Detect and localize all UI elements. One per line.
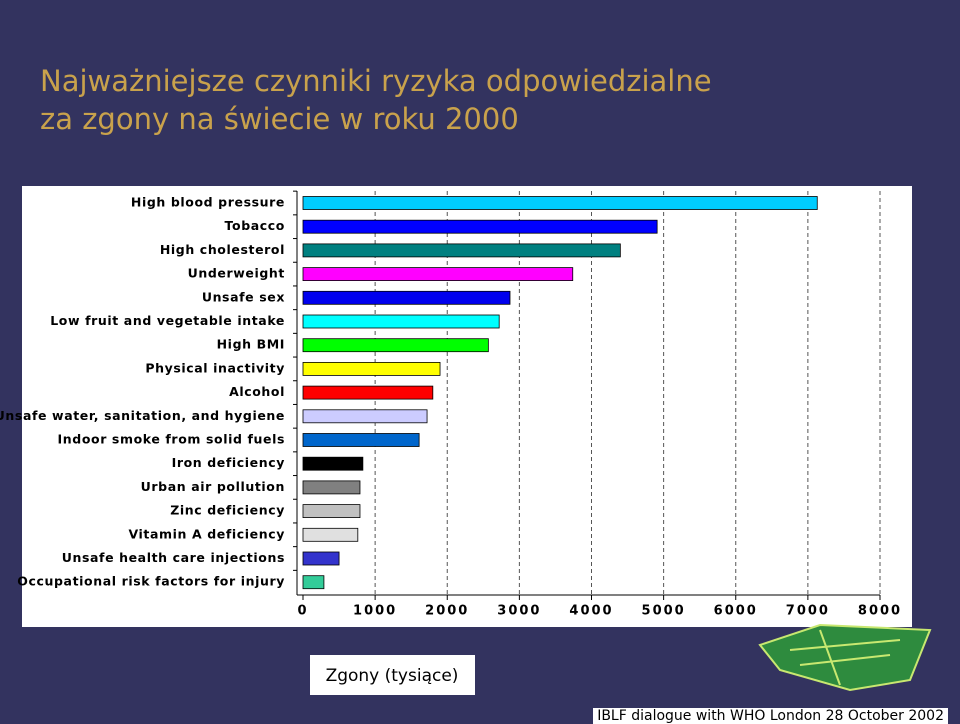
bar	[302, 196, 818, 210]
bar	[302, 361, 441, 376]
x-tick-label: 0	[297, 604, 308, 619]
bar	[302, 219, 658, 234]
bar	[302, 480, 361, 495]
bar	[302, 243, 621, 258]
y-tick-label: Tobacco	[225, 218, 285, 233]
y-tick-label: High blood pressure	[131, 195, 285, 210]
plot-background	[22, 186, 912, 627]
x-tick-label: 4000	[569, 604, 613, 619]
y-tick-label: Urban air pollution	[141, 479, 285, 494]
bar	[302, 551, 340, 566]
y-tick-label: Vitamin A deficiency	[128, 526, 285, 541]
x-tick-label: 8000	[858, 604, 902, 619]
bar	[302, 433, 420, 447]
logo	[758, 623, 932, 692]
y-tick-label: Underweight	[188, 266, 285, 281]
y-tick-label: Zinc deficiency	[170, 503, 285, 518]
y-tick-label: High BMI	[217, 337, 285, 352]
y-tick-label: Iron deficiency	[172, 455, 285, 470]
bar	[302, 409, 428, 424]
y-tick-label: Indoor smoke from solid fuels	[58, 432, 285, 447]
bar	[302, 456, 364, 471]
x-tick-label: 7000	[786, 604, 830, 619]
y-tick-label: Low fruit and vegetable intake	[50, 313, 285, 328]
bar	[302, 267, 574, 282]
bar	[302, 527, 359, 542]
y-tick-label: Alcohol	[229, 384, 285, 399]
y-tick-label: Unsafe sex	[202, 289, 285, 304]
xlabel-box	[310, 655, 475, 695]
bar	[302, 314, 500, 329]
bar	[302, 504, 361, 519]
y-tick-label: Physical inactivity	[145, 360, 285, 375]
bar	[302, 575, 325, 590]
x-tick-label: 2000	[425, 604, 469, 619]
bar	[302, 290, 511, 305]
x-tick-label: 1000	[353, 604, 397, 619]
x-tick-label: 3000	[497, 604, 541, 619]
footer: IBLF dialogue with WHO London 28 October…	[593, 708, 948, 724]
slide-title: Najważniejsze czynniki ryzyka odpowiedzi…	[40, 64, 712, 136]
x-tick-label: 6000	[714, 604, 758, 619]
x-tick-label: 5000	[642, 604, 686, 619]
y-tick-label: Unsafe water, sanitation, and hygiene	[0, 408, 285, 423]
y-tick-label: High cholesterol	[160, 242, 285, 257]
y-tick-label: Unsafe health care injections	[62, 550, 285, 565]
bar	[302, 385, 434, 400]
x-axis-label: Zgony (tysiące)	[326, 666, 459, 686]
bar	[302, 338, 489, 353]
y-tick-label: Occupational risk factors for injury	[17, 574, 285, 589]
